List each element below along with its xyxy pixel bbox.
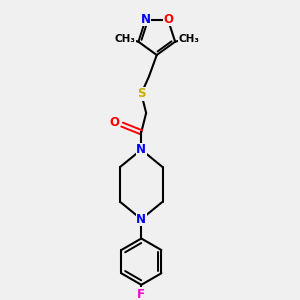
Text: CH₃: CH₃ <box>178 34 199 44</box>
Text: F: F <box>137 288 145 300</box>
Text: N: N <box>140 13 150 26</box>
Text: N: N <box>136 143 146 156</box>
Text: S: S <box>137 87 146 100</box>
Text: N: N <box>136 213 146 226</box>
Text: O: O <box>109 116 119 129</box>
Text: O: O <box>163 13 173 26</box>
Text: CH₃: CH₃ <box>114 34 135 44</box>
